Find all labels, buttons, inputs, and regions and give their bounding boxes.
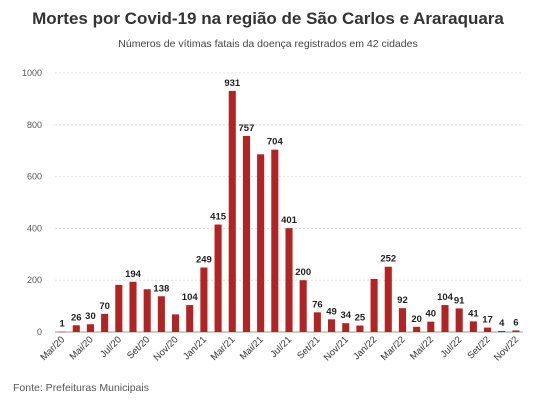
bar	[313, 312, 321, 332]
bar	[228, 90, 236, 332]
bar	[285, 228, 293, 332]
data-label: 25	[355, 313, 366, 324]
bar	[200, 267, 208, 332]
data-label: 200	[295, 267, 311, 278]
bar	[356, 325, 364, 332]
data-label: 415	[210, 212, 227, 223]
x-tick-label: Jul/21	[268, 334, 294, 360]
x-tick-label: Mai/22	[408, 334, 436, 362]
x-tick-label: Nov/20	[152, 334, 181, 363]
data-label: 26	[71, 312, 82, 323]
bar	[86, 324, 94, 332]
data-label: 4	[499, 318, 505, 329]
x-tick-label: Mar/21	[209, 334, 238, 363]
x-tick-label: Jul/22	[439, 334, 465, 360]
x-tick-label: Mai/21	[238, 334, 266, 362]
data-label: 138	[153, 283, 169, 294]
data-labels: 126 3070194138104249415931757704401200764…	[59, 78, 518, 330]
bar	[242, 135, 250, 332]
data-label: 17	[482, 315, 493, 326]
x-tick-label: Mar/22	[379, 334, 408, 363]
bar	[427, 321, 435, 332]
x-tick-label: Jan/21	[181, 334, 209, 362]
bar	[58, 331, 66, 333]
bar	[271, 149, 279, 332]
bar	[143, 289, 151, 332]
data-label: 704	[267, 137, 284, 148]
bar	[129, 281, 137, 332]
bar	[342, 323, 350, 332]
bar	[370, 278, 378, 332]
data-label: 252	[380, 254, 396, 265]
data-label: 76	[312, 299, 323, 310]
data-label: 30	[85, 311, 96, 322]
bar	[384, 266, 392, 332]
data-label: 104	[182, 292, 199, 303]
data-label: 40	[426, 309, 437, 320]
bar	[413, 326, 421, 332]
bar	[498, 330, 506, 332]
y-tick-label: 200	[27, 275, 42, 285]
data-label: 49	[326, 306, 337, 317]
y-tick-label: 400	[27, 223, 42, 233]
x-tick-label: Nov/21	[322, 334, 351, 363]
bar	[328, 319, 336, 332]
bar	[172, 314, 180, 332]
source-note: Fonte: Prefeituras Municipais	[13, 382, 149, 394]
bar	[214, 224, 222, 332]
chart-title: Mortes por Covid-19 na região de São Car…	[32, 9, 504, 28]
bar	[441, 305, 449, 332]
data-label: 757	[239, 123, 255, 134]
data-label: 931	[224, 78, 241, 89]
chart-subtitle: Números de vítimas fatais da doença regi…	[118, 38, 418, 50]
bar	[115, 284, 123, 332]
bar	[186, 305, 194, 332]
y-tick-label: 0	[37, 327, 42, 337]
data-label: 41	[468, 308, 479, 319]
data-label: 34	[340, 310, 351, 321]
bar	[257, 154, 265, 332]
y-axis-ticks: 0 200 400 600 800 1000	[22, 68, 42, 337]
data-label: 91	[454, 295, 465, 306]
data-label: 92	[397, 295, 408, 306]
data-label: 194	[125, 269, 142, 280]
bar	[157, 296, 165, 332]
bar	[101, 313, 109, 332]
data-label: 104	[437, 292, 454, 303]
bar	[455, 308, 463, 332]
bar	[72, 325, 80, 332]
y-tick-label: 800	[27, 120, 42, 130]
x-tick-label: Jan/22	[351, 334, 379, 362]
y-tick-label: 600	[27, 172, 42, 182]
bar	[512, 330, 520, 332]
x-tick-label: Mar/20	[39, 334, 68, 363]
x-tick-label: Jul/20	[98, 334, 124, 360]
data-label: 70	[99, 301, 110, 312]
data-label: 20	[411, 314, 422, 325]
data-label: 249	[196, 255, 212, 266]
bar	[299, 280, 307, 332]
bar	[484, 327, 492, 332]
x-tick-label: Set/21	[295, 334, 322, 361]
x-axis-ticks: Mar/20 Mai/20 Jul/20 Set/20 Nov/20 Jan/21 Mar/…	[39, 334, 522, 363]
x-tick-label: Mai/20	[68, 334, 96, 362]
data-label: 401	[281, 215, 298, 226]
bars	[58, 90, 520, 333]
x-tick-label: Nov/22	[492, 334, 521, 363]
x-tick-label: Set/20	[125, 334, 152, 361]
data-label: 1	[59, 319, 65, 330]
bar	[398, 308, 406, 332]
data-label: 6	[513, 317, 518, 328]
x-tick-label: Set/22	[465, 334, 492, 361]
y-tick-label: 1000	[22, 68, 42, 78]
bar	[469, 321, 477, 332]
